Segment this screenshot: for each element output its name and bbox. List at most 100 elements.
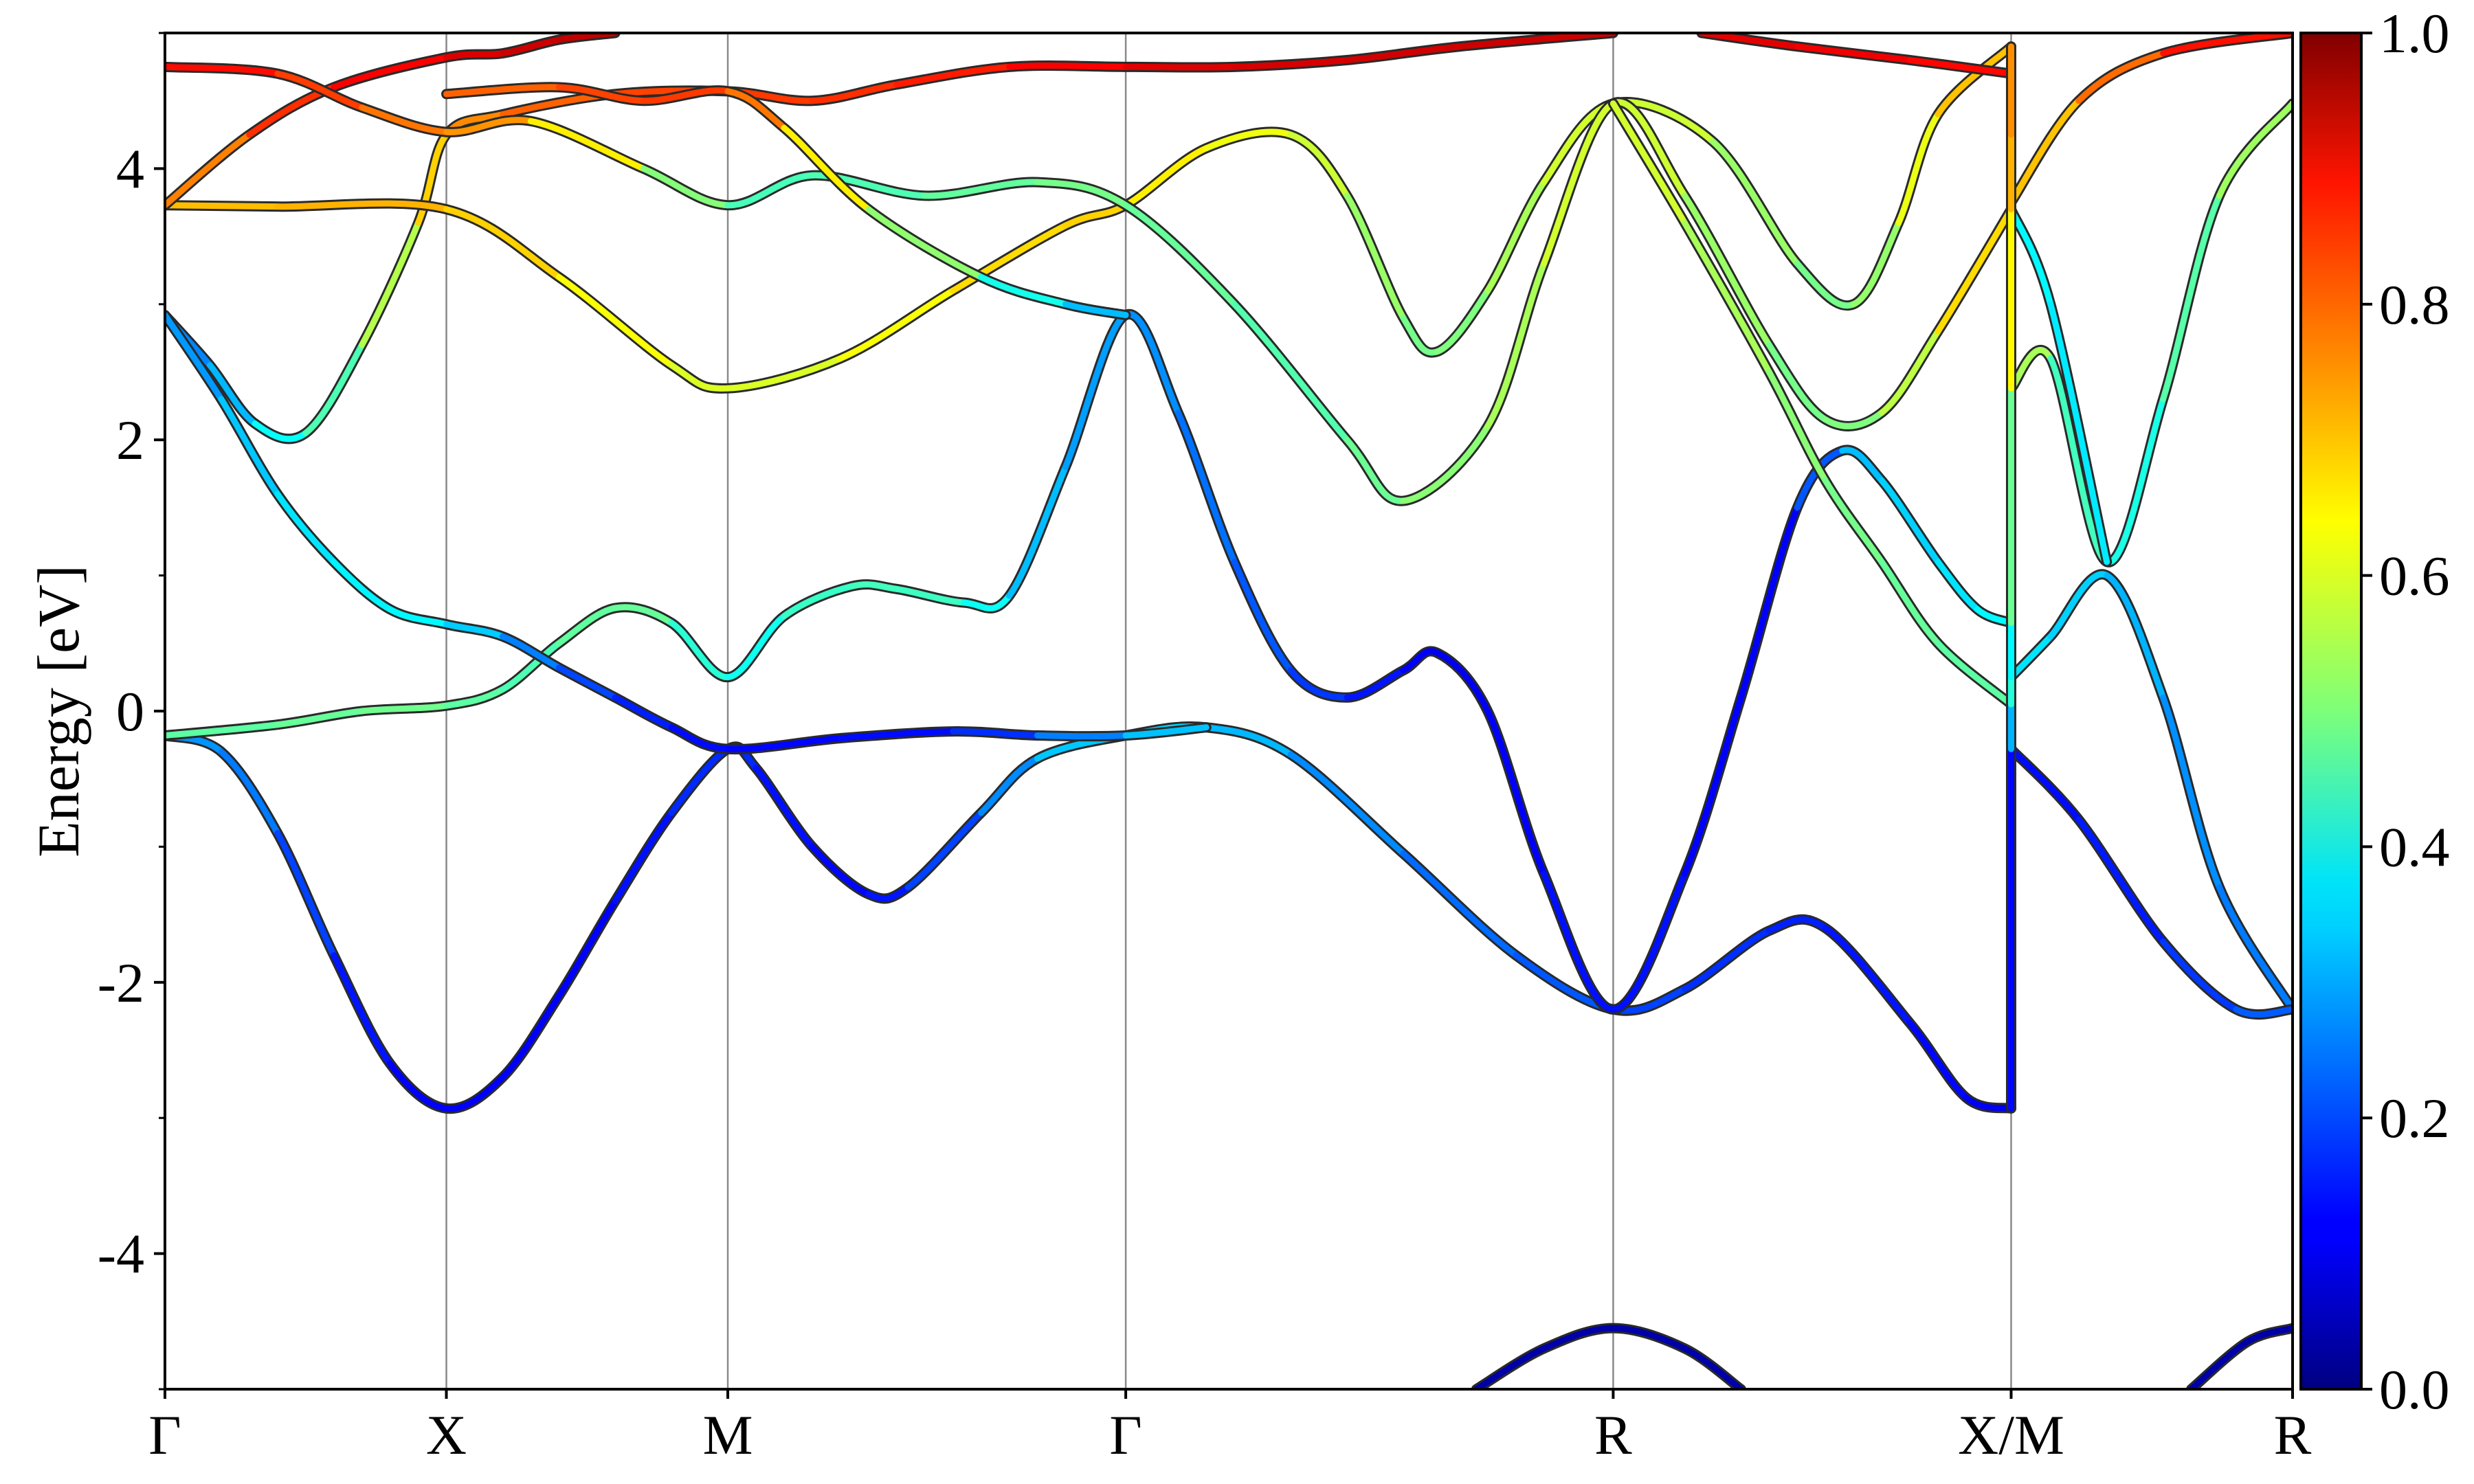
x-axis-ticks: Γ X M Γ R X/M R — [148, 1389, 2312, 1466]
band-1-segment — [848, 581, 900, 592]
band-1-segment — [668, 620, 731, 681]
band-6-segment — [1935, 206, 2014, 335]
band-3-segment — [1034, 732, 1129, 740]
x-tick-label-5: X/M — [1958, 1404, 2064, 1466]
band-14-segment — [1794, 43, 1913, 63]
band-4-segment — [837, 287, 957, 362]
band-1-segment — [1122, 311, 1181, 416]
y-tick-label-3: 2 — [116, 409, 144, 471]
band-6-segment — [1344, 436, 1407, 504]
band-8 — [1607, 98, 2016, 710]
band-0 — [165, 721, 2016, 1114]
band-2-segment — [415, 131, 450, 226]
band-6-segment — [1231, 301, 1350, 443]
band-5-segment — [443, 50, 506, 61]
band-11-segment — [2216, 100, 2293, 199]
band-4-segment — [1794, 260, 1857, 309]
band-3-segment — [218, 396, 281, 497]
band-0-segment — [612, 809, 675, 904]
band-3-segment — [387, 606, 450, 628]
band-3-segment — [1122, 724, 1210, 739]
colorbar-tick-label-4: 0.8 — [2379, 273, 2450, 336]
band-13 — [2005, 33, 2293, 208]
band-1-segment — [781, 583, 855, 620]
band-0-segment — [865, 884, 911, 902]
band-6-segment — [359, 104, 450, 135]
band-2-outline — [165, 33, 1618, 445]
x-tick-label-0: Γ — [148, 1404, 181, 1466]
band-8-segment — [1609, 100, 1688, 226]
x-tick-label-2: M — [703, 1404, 753, 1466]
x-tick-label-1: X — [426, 1404, 467, 1466]
colorbar-tick-label-1: 0.2 — [2379, 1087, 2450, 1149]
band-6-segment — [1822, 409, 1885, 429]
band-2-segment — [207, 362, 258, 427]
band-1-outline — [165, 309, 2016, 1015]
band-15-segment — [1681, 1345, 1744, 1389]
band-9-segment — [2007, 633, 2054, 681]
band-15-segment — [1541, 1325, 1616, 1352]
band-16-outline — [2186, 1323, 2293, 1389]
band-4-segment — [1850, 219, 1902, 308]
band-7-segment — [724, 88, 788, 131]
colorbar-ticks: 0.0 0.2 0.4 0.6 0.8 1.0 — [2361, 2, 2450, 1421]
band-4-segment — [1344, 192, 1407, 322]
band-1-segment — [724, 613, 788, 681]
band-6-segment — [274, 70, 366, 111]
band-6-segment — [1034, 179, 1129, 209]
band-4-segment — [165, 202, 281, 210]
band-12-segment — [2047, 301, 2110, 565]
band-1-segment — [1609, 870, 1688, 1013]
band-2-segment — [1344, 43, 1463, 63]
colorbar-gradient — [2299, 32, 2363, 1391]
band-13-segment — [2075, 50, 2167, 104]
band-7-segment — [865, 206, 985, 280]
band-5-segment — [331, 54, 450, 91]
band-3-segment — [443, 621, 506, 640]
band-4-segment — [1484, 179, 1548, 294]
band-3 — [165, 310, 1212, 755]
band-4-segment — [555, 273, 675, 369]
band-14-segment — [1906, 56, 2014, 77]
band-1-segment — [1006, 464, 1069, 599]
band-6-segment — [1122, 202, 1238, 308]
y-tick-label-4: 4 — [116, 137, 144, 200]
band-1-segment — [961, 592, 1013, 611]
band-4-segment — [274, 200, 450, 213]
band-0-segment — [1765, 916, 1829, 934]
band-1-segment — [1231, 559, 1294, 674]
band-10-segment — [2233, 1006, 2293, 1018]
colorbar: 0.0 0.2 0.4 0.6 0.8 1.0 — [2299, 2, 2450, 1421]
bands — [165, 33, 2293, 1389]
band-1-segment — [443, 686, 506, 709]
colorbar-tick-label-2: 0.4 — [2379, 816, 2450, 878]
band-1-segment — [1878, 477, 1941, 565]
band-1-segment — [499, 640, 562, 693]
band-16 — [2186, 1323, 2293, 1389]
band-0-outline — [165, 721, 2016, 1114]
x-tick-label-6: R — [2274, 1404, 2312, 1466]
band-2-segment — [302, 341, 366, 436]
band-3-segment — [165, 312, 225, 403]
band-6-segment — [640, 165, 731, 209]
band-9-segment — [2160, 694, 2223, 891]
band-15-segment — [1609, 1325, 1688, 1352]
band-6-segment — [1400, 423, 1491, 504]
band-15 — [1471, 1323, 1746, 1389]
band-6-segment — [165, 63, 281, 77]
band-4-segment — [1203, 128, 1294, 152]
band-1-segment — [274, 708, 366, 728]
band-7-segment — [1062, 301, 1129, 319]
band-4-segment — [724, 355, 844, 392]
x-tick-label-3: Γ — [1109, 1404, 1141, 1466]
band-5 — [165, 33, 621, 211]
band-9-segment — [2047, 571, 2110, 640]
band-5-segment — [165, 131, 253, 209]
band-1-segment — [612, 604, 675, 627]
y-tick-label-2: 0 — [116, 680, 144, 743]
band-7-segment — [781, 124, 872, 213]
x-tick-label-4: R — [1594, 1404, 1632, 1466]
band-3-segment — [837, 728, 957, 741]
band-6-segment — [809, 172, 928, 199]
